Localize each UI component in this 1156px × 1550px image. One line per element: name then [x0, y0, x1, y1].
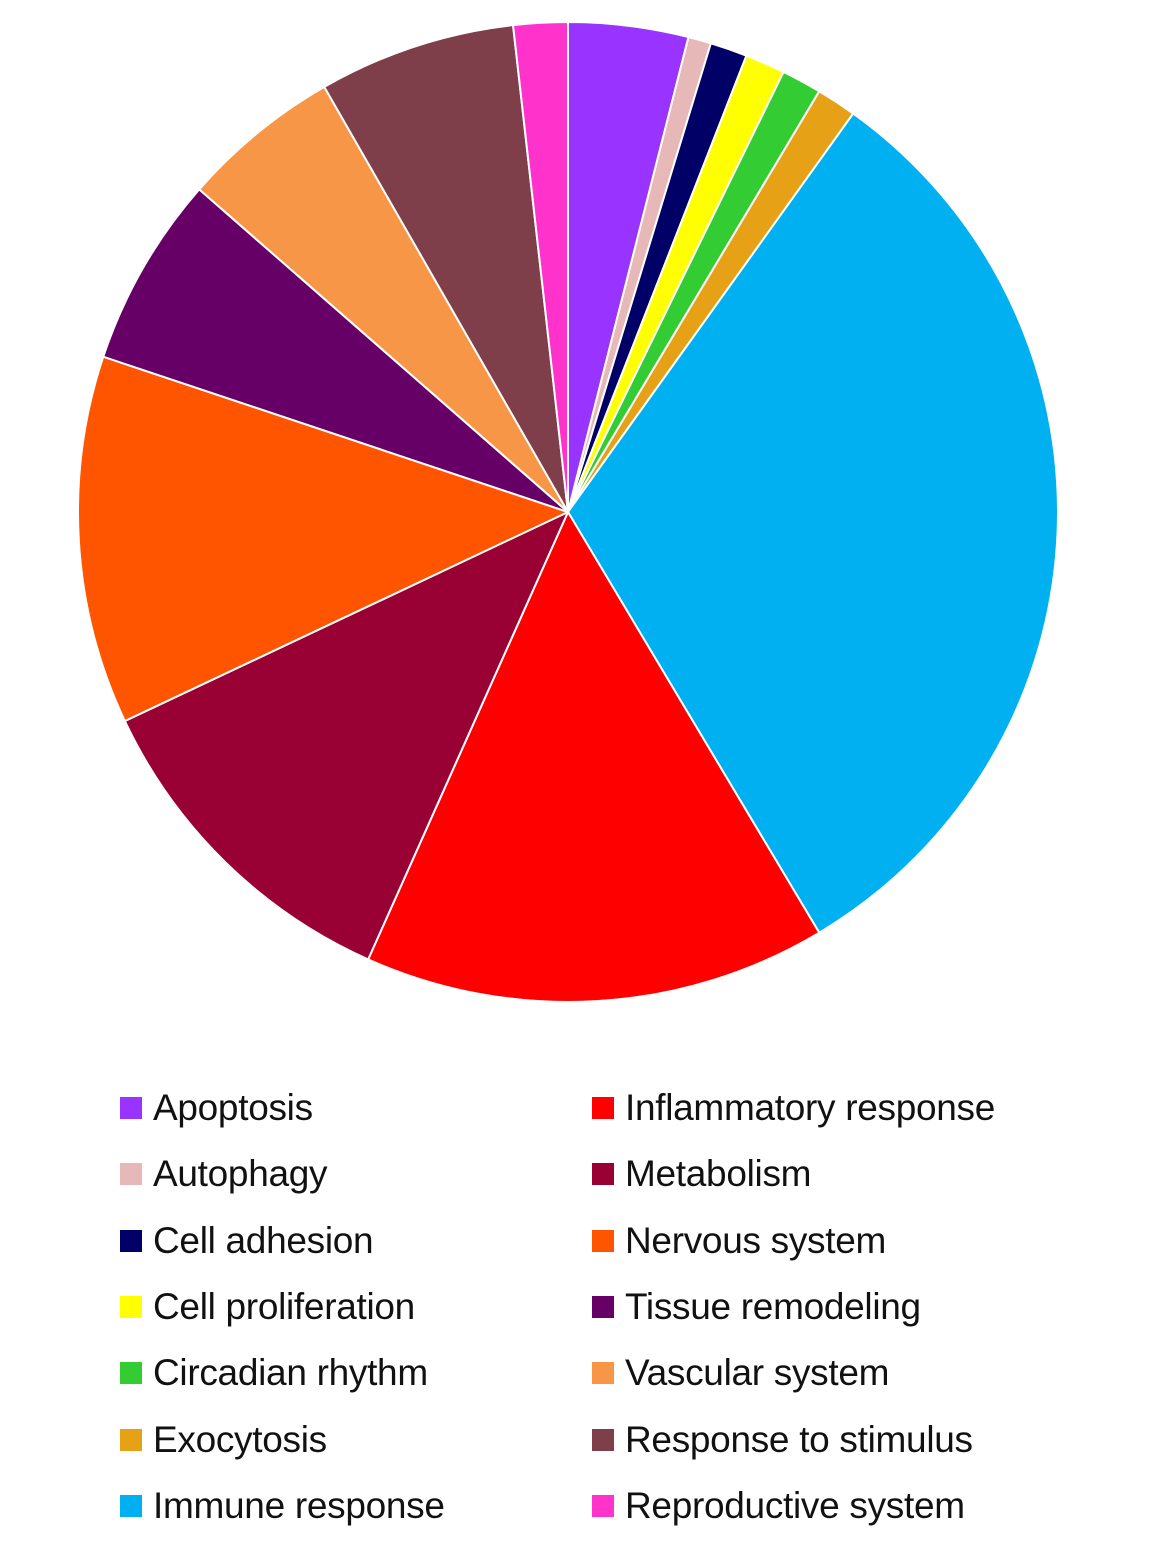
pie-slice-metabolism: [123, 511, 569, 961]
legend-label: Response to stimulus: [625, 1418, 973, 1460]
legend-item-inflammatory-response: Inflammatory response: [592, 1075, 995, 1141]
legend-swatch: [592, 1163, 614, 1186]
legend-swatch: [592, 1494, 614, 1517]
legend-right-column: Inflammatory response Metabolism Nervous s…: [592, 1075, 995, 1539]
legend-left-column: Apoptosis Autophagy Cell adhesion Cell prol…: [120, 1075, 445, 1539]
legend-swatch: [120, 1428, 142, 1451]
pie-chart: [77, 20, 1059, 1003]
legend-swatch: [120, 1097, 142, 1120]
legend-item-response-to-stimulus: Response to stimulus: [592, 1406, 995, 1472]
pie-slice-inflammatory-response: [367, 511, 821, 1003]
legend-swatch: [120, 1229, 142, 1252]
legend-swatch: [120, 1494, 142, 1517]
legend-label: Circadian rhythm: [153, 1352, 428, 1394]
legend-item-exocytosis: Exocytosis: [120, 1406, 445, 1472]
legend-label: Cell proliferation: [153, 1286, 415, 1328]
legend-item-apoptosis: Apoptosis: [120, 1075, 445, 1141]
legend-label: Nervous system: [625, 1219, 887, 1261]
legend-label: Autophagy: [153, 1153, 328, 1195]
legend-item-circadian-rhythm: Circadian rhythm: [120, 1340, 445, 1406]
legend-swatch: [592, 1229, 614, 1252]
legend-label: Reproductive system: [625, 1484, 965, 1526]
legend-item-autophagy: Autophagy: [120, 1141, 445, 1207]
pie-slices: [77, 20, 1059, 1003]
legend-label: Inflammatory response: [625, 1087, 996, 1129]
pie-slice-immune-response: [567, 112, 1059, 934]
legend-swatch: [120, 1296, 142, 1319]
legend-label: Apoptosis: [153, 1087, 313, 1129]
legend-swatch: [120, 1163, 142, 1186]
legend-swatch: [592, 1296, 614, 1319]
pie-slice-nervous-system: [77, 355, 569, 723]
legend-item-metabolism: Metabolism: [592, 1141, 995, 1207]
pie-slice-reproductive-system: [512, 20, 569, 513]
pie-slice-tissue-remodeling: [102, 188, 569, 513]
chart-legend: Apoptosis Autophagy Cell adhesion Cell prol…: [0, 1075, 1156, 1545]
legend-label: Metabolism: [625, 1153, 812, 1195]
legend-label: Exocytosis: [153, 1418, 327, 1460]
legend-item-immune-response: Immune response: [120, 1473, 445, 1539]
legend-item-cell-proliferation: Cell proliferation: [120, 1274, 445, 1340]
legend-label: Vascular system: [625, 1352, 890, 1394]
legend-swatch: [120, 1362, 142, 1385]
legend-label: Tissue remodeling: [625, 1286, 921, 1328]
pie-slice-response-to-stimulus: [323, 24, 569, 513]
legend-label: Cell adhesion: [153, 1219, 374, 1261]
legend-item-reproductive-system: Reproductive system: [592, 1473, 995, 1539]
legend-label: Immune response: [153, 1484, 445, 1526]
legend-swatch: [592, 1362, 614, 1385]
legend-item-vascular-system: Vascular system: [592, 1340, 995, 1406]
legend-item-cell-adhesion: Cell adhesion: [120, 1208, 445, 1274]
legend-item-nervous-system: Nervous system: [592, 1208, 995, 1274]
legend-swatch: [592, 1097, 614, 1120]
legend-item-tissue-remodeling: Tissue remodeling: [592, 1274, 995, 1340]
pie-slice-vascular-system: [198, 85, 569, 513]
legend-swatch: [592, 1428, 614, 1451]
